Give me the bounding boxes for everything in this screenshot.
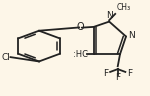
Text: N: N [128,31,135,41]
Text: F: F [115,73,120,82]
Text: F: F [103,69,109,78]
Text: Cl: Cl [2,53,10,62]
Text: :HC: :HC [73,50,88,59]
Text: CH₃: CH₃ [117,3,131,12]
Text: F: F [127,69,132,78]
Text: N: N [106,11,112,20]
Text: O: O [76,22,84,32]
